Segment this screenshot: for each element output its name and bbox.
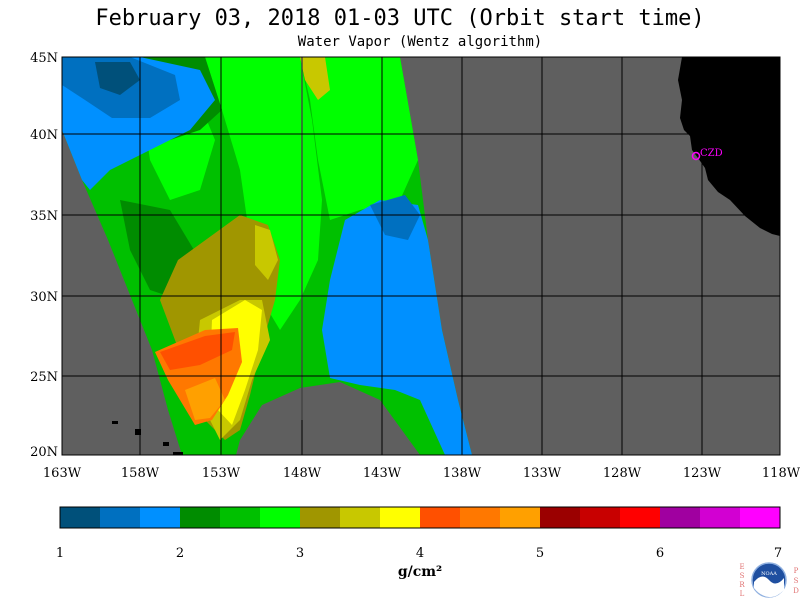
lat-label: 20N [30,445,58,460]
lon-axis: 163W 158W 153W 148W 143W 138W 133W 128W … [43,466,800,481]
colorbar-swatch [220,507,261,528]
colorbar-frame [59,506,781,529]
colorbar-swatch [740,507,781,528]
colorbar-swatch [580,507,621,528]
colorbar-swatch [660,507,701,528]
station-label: CZD [700,148,723,159]
lon-label: 128W [603,466,642,481]
lon-label: 158W [121,466,160,481]
logo-letter: S [794,577,799,585]
hawaii-islands [112,421,183,455]
lat-axis: 45N 40N 35N 30N 25N 20N [30,51,58,460]
colorbar-swatch [60,507,101,528]
lon-label: 123W [683,466,722,481]
logo-letter: D [793,587,799,595]
lon-label: 138W [443,466,482,481]
colorbar-tick: 1 [56,546,64,561]
lon-label: 118W [762,466,800,481]
colorbar-swatch [380,507,421,528]
colorbar-tick: 4 [416,546,424,561]
colorbar [60,507,781,528]
lat-label: 30N [30,290,58,305]
lon-label: 163W [43,466,82,481]
logo-letter: P [794,567,799,575]
logo-letter: L [740,590,745,598]
noaa-logo: E S R L P S D NOAA [739,562,799,598]
station-marker [691,151,701,161]
colorbar-swatch [140,507,181,528]
water-vapor-swath [62,57,472,455]
lon-label: 133W [523,466,562,481]
colorbar-swatch [300,507,341,528]
lat-label: 35N [30,209,58,224]
colorbar-swatch [260,507,301,528]
colorbar-tick: 6 [656,546,664,561]
lat-label: 45N [30,51,58,66]
logo-letter: S [740,572,745,580]
colorbar-swatch [700,507,741,528]
lon-label: 148W [283,466,322,481]
north-america-land [678,57,780,236]
colorbar-tick: 2 [176,546,184,561]
logo-letter: R [739,581,745,589]
logo-letter: E [739,563,744,571]
colorbar-unit: g/cm² [398,564,442,580]
graticule [62,57,780,455]
lon-label: 153W [202,466,241,481]
lon-label: 143W [363,466,402,481]
map-subtitle: Water Vapor (Wentz algorithm) [297,34,543,50]
colorbar-tick: 7 [774,546,782,561]
colorbar-swatch [460,507,501,528]
colorbar-swatch [500,507,541,528]
colorbar-swatch [620,507,661,528]
map-title: February 03, 2018 01-03 UTC (Orbit start… [95,6,705,31]
colorbar-swatch [420,507,461,528]
colorbar-ticks: 1 2 3 4 5 6 7 [56,546,782,561]
colorbar-tick: 3 [296,546,304,561]
colorbar-swatch [100,507,141,528]
colorbar-swatch [540,507,581,528]
colorbar-swatch [180,507,221,528]
lat-label: 40N [30,128,58,143]
noaa-emblem-text: NOAA [761,571,777,577]
colorbar-tick: 5 [536,546,544,561]
map-frame [61,56,781,456]
lat-label: 25N [30,370,58,385]
colorbar-swatch [340,507,381,528]
